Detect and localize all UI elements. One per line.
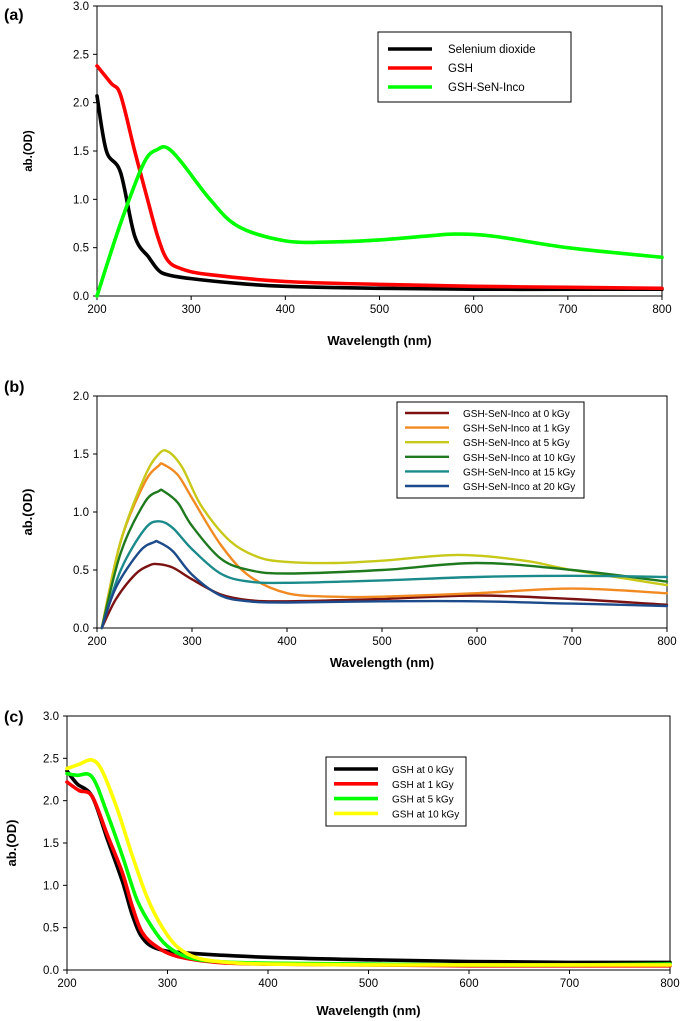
y-tick-label: 0.5 <box>73 243 89 255</box>
legend: GSH-SeN-Inco at 0 kGy GSH-SeN-Inco at 1 k… <box>396 401 585 499</box>
y-tick-label: 2.5 <box>43 753 59 765</box>
chart-panel-1: (a) 200 300 400 500 600 700 800 0.0 0.5 1.0 1.5 2.0 2… <box>4 1 672 348</box>
x-tick-label: 400 <box>276 304 295 316</box>
x-tick-label: 800 <box>660 978 679 990</box>
series-line-3 <box>100 449 669 630</box>
legend-entry: GSH-SeN-Inco <box>448 82 525 94</box>
y-tick-label: 0.5 <box>73 565 89 577</box>
panel-label: (b) <box>4 379 24 396</box>
legend-entry: GSH at 0 kGy <box>392 765 454 776</box>
series-line-2 <box>100 462 669 630</box>
x-tick-label: 500 <box>372 636 391 648</box>
series-line-5 <box>100 520 669 630</box>
x-axis-label: Wavelength (nm) <box>316 1003 420 1018</box>
legend-entry: GSH at 10 kGy <box>392 809 459 820</box>
y-axis-label: ab.(OD) <box>4 820 19 867</box>
legend: Selenium dioxide GSH GSH-SeN-Inco <box>377 31 572 103</box>
y-tick-label: 3.0 <box>73 1 89 13</box>
y-axis-label: ab.(OD) <box>23 130 35 172</box>
y-tick-label: 3.0 <box>43 711 59 723</box>
series-line-2 <box>95 64 664 291</box>
y-tick-label: 1.5 <box>73 449 89 461</box>
legend-entry: GSH at 1 kGy <box>392 780 454 791</box>
y-tick-label: 2.0 <box>73 98 89 110</box>
legend-entry: GSH-SeN-Inco at 1 kGy <box>463 424 570 435</box>
legend: GSH at 0 kGy GSH at 1 kGy GSH at 5 kGy GSH … <box>325 756 467 827</box>
y-tick-label: 0.0 <box>43 965 59 977</box>
x-tick-label: 500 <box>370 304 389 316</box>
x-tick-label: 600 <box>467 636 486 648</box>
y-tick-label: 2.5 <box>73 49 89 61</box>
series-line-4 <box>100 488 669 630</box>
y-tick-label: 1.0 <box>73 507 89 519</box>
x-tick-label: 700 <box>560 978 579 990</box>
series-line-1 <box>95 94 664 292</box>
x-tick-label: 800 <box>657 636 676 648</box>
x-tick-label: 700 <box>562 636 581 648</box>
legend-entry: GSH at 5 kGy <box>392 795 454 806</box>
x-tick-label: 200 <box>57 978 76 990</box>
y-tick-label: 2.0 <box>43 796 59 808</box>
x-tick-label: 700 <box>558 304 577 316</box>
y-tick-label: 1.5 <box>73 146 89 158</box>
y-tick-label: 0.0 <box>73 291 89 303</box>
legend-entry: GSH-SeN-Inco at 5 kGy <box>463 438 570 449</box>
y-tick-label: 1.0 <box>73 194 89 206</box>
y-tick-label: 0.0 <box>73 623 89 635</box>
chart-panel-2: (b) 200 300 400 500 600 700 800 0.0 0.5 1.0 1.5 2.0 W… <box>4 379 677 670</box>
x-tick-label: 300 <box>158 978 177 990</box>
x-tick-label: 200 <box>87 304 106 316</box>
y-tick-label: 2.0 <box>73 391 89 403</box>
x-tick-label: 500 <box>359 978 378 990</box>
series-line-3 <box>95 144 664 298</box>
series-line-4 <box>65 758 672 967</box>
x-tick-label: 300 <box>182 636 201 648</box>
y-tick-label: 1.5 <box>43 838 59 850</box>
chart-panel-3: (c) 200 300 400 500 600 700 800 0.0 0.5 1.0 1.5 2.0 2… <box>4 709 680 1018</box>
x-tick-label: 200 <box>87 636 106 648</box>
x-tick-label: 600 <box>464 304 483 316</box>
legend-entry: Selenium dioxide <box>448 44 536 56</box>
x-axis-label: Wavelength (nm) <box>327 333 431 348</box>
x-tick-label: 800 <box>652 304 671 316</box>
x-tick-label: 300 <box>182 304 201 316</box>
legend-entry: GSH-SeN-Inco at 0 kGy <box>463 409 570 420</box>
legend-entry: GSH-SeN-Inco at 10 kGy <box>463 453 575 464</box>
series-line-6 <box>100 539 669 630</box>
legend-box <box>396 401 585 499</box>
legend-entry: GSH-SeN-Inco at 15 kGy <box>463 467 575 478</box>
panel-label: (a) <box>4 7 24 24</box>
legend-entry: GSH <box>448 63 473 75</box>
y-axis-label: ab.(OD) <box>20 489 35 536</box>
x-tick-label: 600 <box>459 978 478 990</box>
x-tick-label: 400 <box>258 978 277 990</box>
y-tick-label: 1.0 <box>43 880 59 892</box>
panel-label: (c) <box>4 709 24 726</box>
y-tick-label: 0.5 <box>43 923 59 935</box>
legend-entry: GSH-SeN-Inco at 20 kGy <box>463 482 575 493</box>
x-axis-label: Wavelength (nm) <box>330 655 434 670</box>
x-tick-label: 400 <box>277 636 296 648</box>
